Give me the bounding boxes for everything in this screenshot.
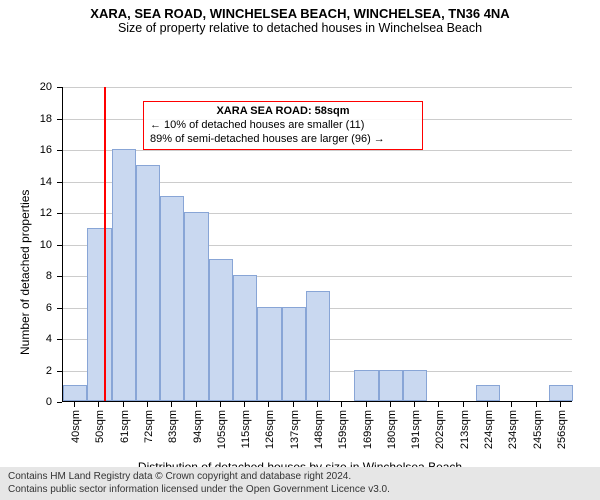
- xtick-mark: [536, 402, 537, 407]
- xtick-label: 148sqm: [313, 410, 325, 449]
- ytick-mark: [57, 276, 62, 277]
- ytick-label: 18: [22, 113, 52, 125]
- xtick-label: 50sqm: [94, 410, 106, 443]
- bar: [257, 307, 281, 402]
- xtick-label: 256sqm: [556, 410, 568, 449]
- bar: [209, 259, 233, 401]
- xtick-mark: [171, 402, 172, 407]
- bar: [476, 385, 500, 401]
- xtick-mark: [317, 402, 318, 407]
- annotation-title: XARA SEA ROAD: 58sqm: [150, 105, 416, 119]
- xtick-label: 137sqm: [289, 410, 301, 449]
- bar: [403, 370, 427, 402]
- footer-line-2: Contains public sector information licen…: [8, 484, 592, 497]
- xtick-label: 159sqm: [337, 410, 349, 449]
- bar: [379, 370, 403, 402]
- xtick-mark: [220, 402, 221, 407]
- xtick-mark: [268, 402, 269, 407]
- xtick-label: 224sqm: [483, 410, 495, 449]
- page-subtitle: Size of property relative to detached ho…: [0, 21, 600, 35]
- xtick-mark: [438, 402, 439, 407]
- ytick-label: 0: [22, 396, 52, 408]
- footer: Contains HM Land Registry data © Crown c…: [0, 467, 600, 500]
- ytick-mark: [57, 213, 62, 214]
- xtick-label: 245sqm: [532, 410, 544, 449]
- page-title: XARA, SEA ROAD, WINCHELSEA BEACH, WINCHE…: [0, 0, 600, 21]
- ytick-label: 20: [22, 81, 52, 93]
- xtick-label: 234sqm: [507, 410, 519, 449]
- xtick-label: 40sqm: [70, 410, 82, 443]
- xtick-mark: [511, 402, 512, 407]
- xtick-label: 191sqm: [410, 410, 422, 449]
- xtick-mark: [390, 402, 391, 407]
- xtick-label: 72sqm: [143, 410, 155, 443]
- xtick-mark: [463, 402, 464, 407]
- annotation-line-2: 89% of semi-detached houses are larger (…: [150, 133, 416, 147]
- ytick-mark: [57, 308, 62, 309]
- bar: [136, 165, 160, 401]
- ytick-mark: [57, 150, 62, 151]
- xtick-mark: [487, 402, 488, 407]
- xtick-label: 61sqm: [119, 410, 131, 443]
- xtick-label: 126sqm: [264, 410, 276, 449]
- xtick-label: 213sqm: [459, 410, 471, 449]
- ytick-label: 14: [22, 176, 52, 188]
- ytick-mark: [57, 182, 62, 183]
- footer-line-1: Contains HM Land Registry data © Crown c…: [8, 471, 592, 484]
- annotation-line-1: ← 10% of detached houses are smaller (11…: [150, 119, 416, 133]
- plot-area: XARA SEA ROAD: 58sqm← 10% of detached ho…: [62, 87, 572, 402]
- xtick-label: 94sqm: [192, 410, 204, 443]
- ytick-mark: [57, 119, 62, 120]
- ytick-label: 16: [22, 144, 52, 156]
- bar: [63, 385, 87, 401]
- xtick-label: 169sqm: [362, 410, 374, 449]
- xtick-label: 105sqm: [216, 410, 228, 449]
- ytick-mark: [57, 245, 62, 246]
- xtick-label: 180sqm: [386, 410, 398, 449]
- xtick-mark: [341, 402, 342, 407]
- xtick-mark: [293, 402, 294, 407]
- ytick-mark: [57, 402, 62, 403]
- xtick-label: 115sqm: [240, 410, 252, 448]
- xtick-mark: [74, 402, 75, 407]
- ytick-mark: [57, 371, 62, 372]
- xtick-mark: [244, 402, 245, 407]
- bar: [233, 275, 257, 401]
- ytick-mark: [57, 87, 62, 88]
- bar: [112, 149, 136, 401]
- xtick-mark: [414, 402, 415, 407]
- marker-line: [104, 87, 106, 401]
- bar: [87, 228, 111, 401]
- xtick-label: 83sqm: [167, 410, 179, 443]
- xtick-mark: [560, 402, 561, 407]
- bar: [160, 196, 184, 401]
- xtick-mark: [147, 402, 148, 407]
- bar: [306, 291, 330, 401]
- xtick-mark: [196, 402, 197, 407]
- bar: [549, 385, 573, 401]
- gridline: [63, 87, 572, 88]
- xtick-label: 202sqm: [434, 410, 446, 449]
- bar: [282, 307, 306, 402]
- y-axis-title: Number of detached properties: [18, 189, 32, 354]
- bar: [184, 212, 208, 401]
- bar: [354, 370, 378, 402]
- xtick-mark: [366, 402, 367, 407]
- ytick-mark: [57, 339, 62, 340]
- xtick-mark: [123, 402, 124, 407]
- annotation-box: XARA SEA ROAD: 58sqm← 10% of detached ho…: [143, 101, 423, 150]
- xtick-mark: [98, 402, 99, 407]
- ytick-label: 2: [22, 365, 52, 377]
